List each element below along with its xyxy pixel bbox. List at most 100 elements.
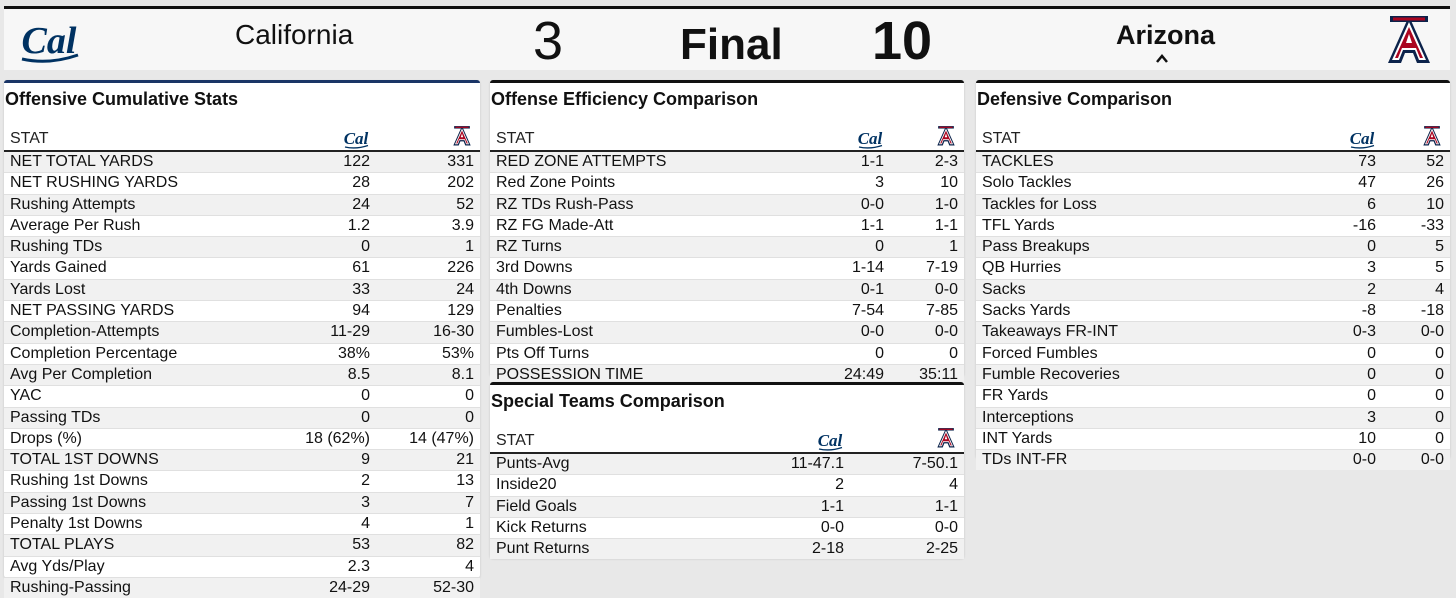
chevron-up-icon[interactable] — [1156, 52, 1168, 64]
stat-label: Pass Breakups — [976, 236, 1272, 258]
table-row: Rushing 1st Downs 2 13 — [4, 470, 480, 493]
arizona-value: 331 — [376, 150, 480, 173]
cal-value: 1-1 — [780, 214, 890, 237]
arizona-value: 21 — [376, 449, 480, 471]
cal-value: 0 — [1272, 385, 1382, 408]
cal-value: 7-54 — [780, 300, 890, 322]
arizona-value: 14 (47%) — [376, 427, 480, 450]
arizona-value: -18 — [1382, 300, 1450, 322]
arizona-value: 10 — [1382, 193, 1450, 216]
table-row: FR Yards 0 0 — [976, 385, 1450, 408]
arizona-value: 5 — [1382, 236, 1450, 258]
stat-label: Yards Lost — [4, 278, 266, 301]
table-row: Rushing-Passing 24-29 52-30 — [4, 576, 480, 598]
stat-label: TOTAL 1ST DOWNS — [4, 449, 266, 471]
stat-label: RED ZONE ATTEMPTS — [490, 150, 780, 173]
cal-value: 0-0 — [740, 516, 850, 539]
home-team-name[interactable]: California — [235, 19, 354, 50]
cal-value: 2-18 — [740, 538, 850, 560]
stat-label: 4th Downs — [490, 278, 780, 301]
arizona-logo-icon — [1420, 123, 1444, 149]
cal-value: 0 — [1272, 236, 1382, 258]
arizona-column-header[interactable] — [376, 111, 480, 151]
cal-column-header[interactable]: Cal — [266, 111, 376, 151]
stat-column-header[interactable]: STAT — [496, 431, 535, 449]
defensive-panel: Defensive Comparison STAT Cal TACKLES 73 52 S… — [976, 80, 1450, 471]
cal-value: 0 — [266, 236, 376, 258]
arizona-column-header[interactable] — [890, 111, 964, 151]
cal-value: 3 — [266, 491, 376, 514]
away-team-name[interactable]: Arizona — [1116, 20, 1216, 50]
cal-value: 9 — [266, 449, 376, 471]
game-status: Final — [680, 20, 783, 69]
table-row: RZ Turns 0 1 — [490, 236, 964, 258]
arizona-value: 0 — [1382, 363, 1450, 386]
arizona-logo-icon — [934, 123, 958, 149]
table-row: Punts-Avg 11-47.1 7-50.1 — [490, 452, 964, 475]
stat-column-header[interactable]: STAT — [982, 129, 1021, 147]
stat-label: Red Zone Points — [490, 172, 780, 195]
arizona-value: 129 — [376, 300, 480, 322]
stat-label: Drops (%) — [4, 427, 266, 450]
stat-label: Rushing TDs — [4, 236, 266, 258]
arizona-value: 202 — [376, 172, 480, 195]
special-teams-panel-title: Special Teams Comparison — [491, 391, 725, 411]
arizona-value: 0 — [890, 342, 964, 365]
cal-value: -8 — [1272, 300, 1382, 322]
arizona-value: 0-0 — [890, 278, 964, 301]
arizona-logo-icon[interactable] — [1380, 13, 1438, 67]
cal-value: 73 — [1272, 150, 1382, 173]
home-score: 3 — [533, 11, 564, 71]
stat-label: POSSESSION TIME — [490, 363, 780, 386]
stat-label: Kick Returns — [490, 516, 740, 539]
stat-label: INT Yards — [976, 427, 1272, 450]
arizona-value: 0-0 — [1382, 321, 1450, 344]
cal-logo-icon[interactable]: Cal — [16, 13, 82, 67]
arizona-value: 7-19 — [890, 257, 964, 280]
cal-value: 3 — [780, 172, 890, 195]
arizona-value: 0 — [1382, 385, 1450, 408]
stat-column-header[interactable]: STAT — [10, 129, 49, 147]
arizona-value: 52 — [1382, 150, 1450, 173]
cal-logo-icon: Cal — [816, 431, 844, 451]
stat-label: Fumble Recoveries — [976, 363, 1272, 386]
arizona-value: 0 — [1382, 427, 1450, 450]
table-row: TOTAL PLAYS 53 82 — [4, 534, 480, 557]
cal-value: 2.3 — [266, 555, 376, 578]
table-row: Forced Fumbles 0 0 — [976, 342, 1450, 365]
cal-value: -16 — [1272, 214, 1382, 237]
stat-label: NET TOTAL YARDS — [4, 150, 266, 173]
arizona-column-header[interactable] — [1382, 111, 1450, 151]
cal-value: 11-47.1 — [740, 452, 850, 475]
stat-label: TOTAL PLAYS — [4, 534, 266, 557]
stat-column-header[interactable]: STAT — [496, 129, 535, 147]
svg-text:Cal: Cal — [1350, 129, 1375, 148]
cal-column-header[interactable]: Cal — [780, 111, 890, 151]
arizona-value: 0 — [376, 406, 480, 429]
arizona-value: 1-1 — [850, 495, 964, 518]
table-row: TACKLES 73 52 — [976, 150, 1450, 173]
stat-label: Passing 1st Downs — [4, 491, 266, 514]
svg-text:Cal: Cal — [858, 129, 883, 148]
table-row: Passing 1st Downs 3 7 — [4, 491, 480, 514]
stat-label: Yards Gained — [4, 257, 266, 280]
cal-value: 122 — [266, 150, 376, 173]
arizona-value: 13 — [376, 470, 480, 493]
stat-label: Rushing-Passing — [4, 576, 266, 598]
cal-column-header[interactable]: Cal — [1272, 111, 1382, 151]
stat-label: Sacks — [976, 278, 1272, 301]
cal-column-header[interactable]: Cal — [740, 413, 850, 453]
table-row: Completion Percentage 38% 53% — [4, 342, 480, 365]
table-row: Yards Gained 61 226 — [4, 257, 480, 280]
arizona-column-header[interactable] — [850, 413, 964, 453]
stat-label: Sacks Yards — [976, 300, 1272, 322]
table-row: Field Goals 1-1 1-1 — [490, 495, 964, 518]
cal-value: 0-3 — [1272, 321, 1382, 344]
arizona-value: 0-0 — [1382, 449, 1450, 471]
arizona-logo-icon — [450, 123, 474, 149]
arizona-value: 10 — [890, 172, 964, 195]
arizona-value: 5 — [1382, 257, 1450, 280]
table-row: Avg Per Completion 8.5 8.1 — [4, 363, 480, 386]
cal-value: 3 — [1272, 257, 1382, 280]
arizona-value: 7-50.1 — [850, 452, 964, 475]
